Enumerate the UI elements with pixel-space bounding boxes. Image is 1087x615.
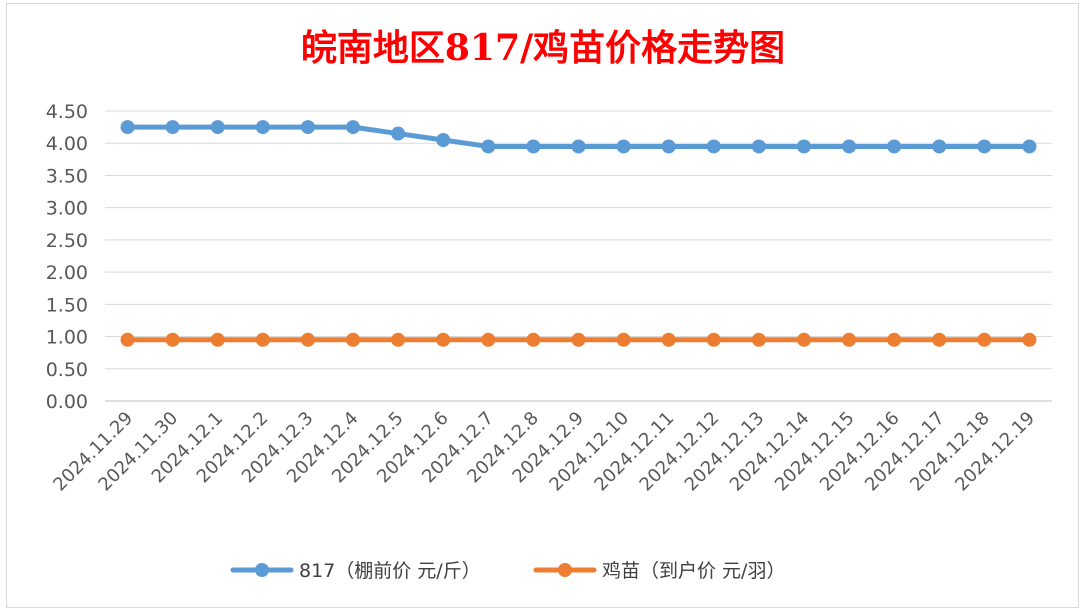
y-tick-label: 0.00	[46, 391, 88, 413]
legend-item: 817（棚前价 元/斤）	[230, 560, 481, 582]
data-point	[391, 332, 406, 347]
data-point	[436, 133, 451, 147]
data-point	[391, 126, 406, 141]
data-point	[842, 332, 857, 347]
legend-item: 鸡苗（到户价 元/羽）	[533, 560, 785, 582]
data-point	[616, 332, 631, 347]
y-tick-label: 3.50	[46, 165, 88, 187]
data-point	[526, 139, 541, 154]
data-point	[706, 332, 721, 347]
data-point	[616, 139, 631, 154]
data-point	[165, 332, 180, 347]
data-point	[120, 332, 135, 347]
x-axis-tick-labels: 2024.11.292024.11.302024.12.12024.12.220…	[49, 408, 1039, 496]
data-point	[571, 332, 586, 347]
data-point	[796, 139, 811, 154]
legend-label: 鸡苗（到户价 元/羽）	[602, 560, 785, 582]
data-point	[255, 120, 270, 135]
data-point	[977, 139, 992, 154]
data-point	[977, 332, 992, 347]
data-point	[526, 332, 541, 347]
data-point	[661, 139, 676, 154]
chart-title: 皖南地区817/鸡苗价格走势图	[301, 27, 785, 69]
y-tick-label: 4.50	[46, 101, 88, 123]
data-point	[210, 120, 225, 135]
legend-label: 817（棚前价 元/斤）	[299, 560, 481, 582]
gridlines	[105, 110, 1052, 402]
y-tick-label: 2.00	[46, 262, 88, 284]
data-point	[481, 139, 496, 154]
data-point	[842, 139, 857, 154]
data-point	[887, 332, 902, 347]
data-point	[481, 332, 496, 347]
y-axis-tick-labels: 0.00 0.50 1.00 1.50 2.00 2.50 3.00 3.50 4.00 4.50	[46, 101, 88, 413]
data-point	[751, 139, 766, 154]
chart-frame	[6, 3, 1079, 608]
y-tick-label: 0.50	[46, 359, 88, 381]
data-point	[255, 332, 270, 347]
data-point	[346, 332, 361, 347]
legend-marker	[558, 563, 572, 577]
data-point	[661, 332, 676, 347]
series-2	[120, 332, 1037, 347]
y-tick-label: 1.00	[46, 327, 88, 349]
data-point	[1022, 332, 1037, 347]
legend-marker	[255, 563, 269, 577]
data-point	[706, 139, 721, 154]
data-point	[932, 332, 947, 347]
y-tick-label: 4.00	[46, 133, 88, 155]
data-point	[571, 139, 586, 154]
series-group	[120, 120, 1037, 347]
data-point	[1022, 139, 1037, 154]
data-point	[210, 332, 225, 347]
data-point	[796, 332, 811, 347]
y-tick-label: 1.50	[46, 294, 88, 316]
data-point	[887, 139, 902, 154]
data-point	[436, 332, 451, 347]
data-point	[300, 120, 315, 135]
series-1	[120, 120, 1037, 154]
data-point	[932, 139, 947, 154]
y-tick-label: 2.50	[46, 230, 88, 252]
legend: 817（棚前价 元/斤） 鸡苗（到户价 元/羽）	[230, 560, 785, 582]
y-tick-label: 3.00	[46, 198, 88, 220]
data-point	[751, 332, 766, 347]
data-point	[120, 120, 135, 135]
data-point	[165, 120, 180, 135]
data-point	[300, 332, 315, 347]
data-point	[346, 120, 361, 135]
